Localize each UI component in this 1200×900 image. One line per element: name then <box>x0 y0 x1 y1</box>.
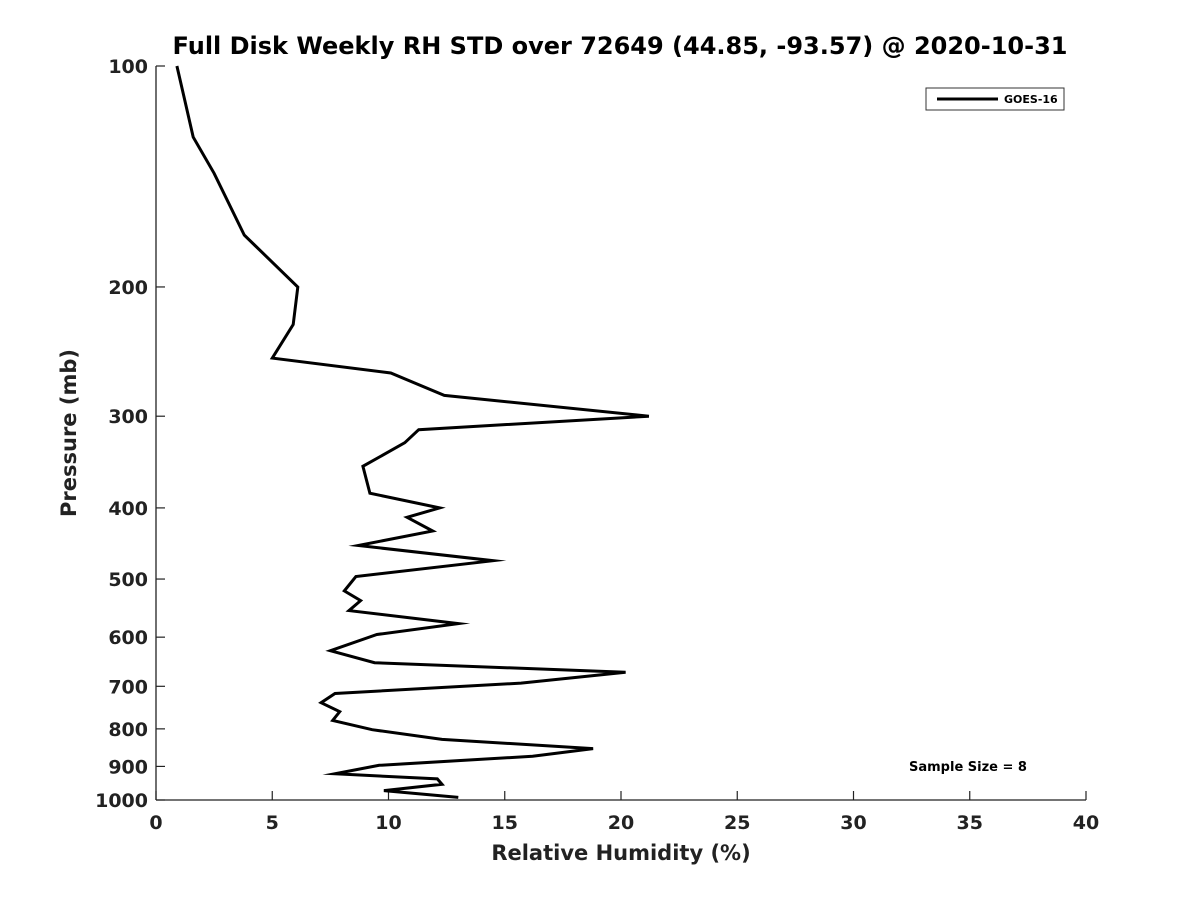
x-tick-label: 40 <box>1073 812 1099 834</box>
legend-entry-goes-16: GOES-16 <box>1004 93 1058 106</box>
x-tick-label: 20 <box>608 812 634 834</box>
x-tick-label: 10 <box>375 812 401 834</box>
x-axis-label: Relative Humidity (%) <box>491 841 750 865</box>
y-tick-label: 900 <box>108 756 148 778</box>
x-tick-label: 5 <box>266 812 279 834</box>
sample-size-annotation: Sample Size = 8 <box>909 760 1027 775</box>
y-tick-label: 200 <box>108 277 148 299</box>
y-axis-label: Pressure (mb) <box>57 349 81 517</box>
x-tick-label: 0 <box>149 812 162 834</box>
y-tick-label: 300 <box>108 406 148 428</box>
y-tick-label: 400 <box>108 498 148 520</box>
x-tick-label: 30 <box>840 812 866 834</box>
y-ticks: 100 200 300 400 500 600 700 800 900 1000 <box>95 56 165 812</box>
y-tick-label: 500 <box>108 569 148 591</box>
series-group <box>175 65 650 799</box>
series-line-goes-16 <box>175 65 650 799</box>
y-tick-label: 700 <box>108 676 148 698</box>
x-tick-label: 35 <box>957 812 983 834</box>
y-tick-label: 100 <box>108 56 148 78</box>
x-tick-label: 25 <box>724 812 750 834</box>
legend: GOES-16 <box>925 87 1065 111</box>
y-tick-label: 800 <box>108 719 148 741</box>
x-tick-label: 15 <box>492 812 518 834</box>
y-tick-label: 1000 <box>95 790 148 812</box>
y-tick-label: 600 <box>108 627 148 649</box>
chart-title: Full Disk Weekly RH STD over 72649 (44.8… <box>173 32 1068 60</box>
x-ticks: 0 5 10 15 20 25 30 35 40 <box>149 791 1099 834</box>
